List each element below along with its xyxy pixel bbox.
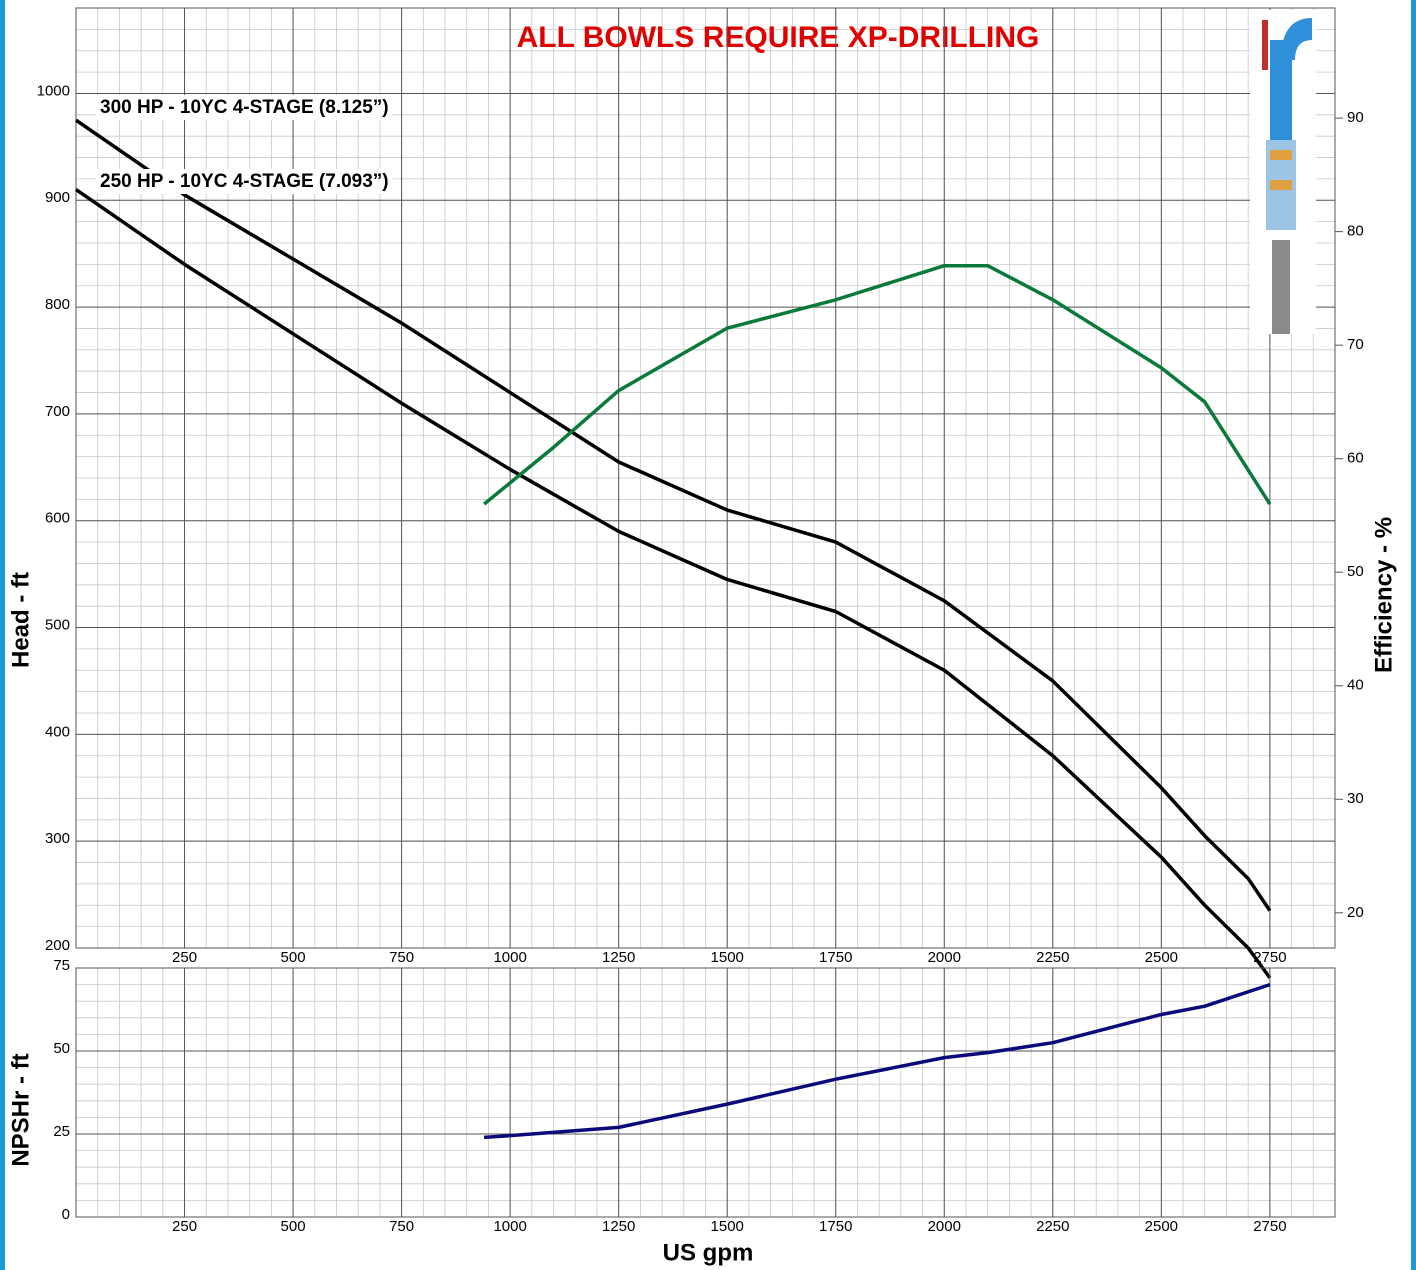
y-tick-label: 600 [45,510,70,527]
series-line [483,982,1271,1140]
y-tick-label: 700 [45,403,70,420]
curve-label: 250 HP - 10YC 4-STAGE (7.093”) [100,171,389,192]
y2-tick-label: 70 [1347,336,1364,353]
x-axis-title: US gpm [663,1239,754,1266]
label-background [96,169,393,195]
x-tick-label: 1500 [711,949,744,966]
x-tick-label: 2500 [1145,949,1178,966]
x-tick-label: 1000 [493,1218,526,1235]
y2-tick-label: 60 [1347,450,1364,467]
y-tick-label: 900 [45,189,70,206]
chart-title: ALL BOWLS REQUIRE XP-DRILLING [517,21,1040,54]
y-tick-label: 200 [45,937,70,954]
x-tick-label: 250 [172,1218,197,1235]
x-tick-label: 750 [389,949,414,966]
y-tick-label: 1000 [37,82,70,99]
x-tick-label: 2500 [1145,1218,1178,1235]
x-tick-label: 2000 [928,1218,961,1235]
x-tick-label: 1500 [711,1218,744,1235]
x-tick-label: 2250 [1036,949,1069,966]
series-line [482,263,1272,506]
x-tick-label: 2250 [1036,1218,1069,1235]
x-tick-label: 1000 [493,949,526,966]
x-tick-label: 500 [281,1218,306,1235]
x-tick-label: 1250 [602,1218,635,1235]
y-tick-label: 500 [45,617,70,634]
y-tick-label: 50 [53,1040,70,1057]
y-tick-label: 400 [45,723,70,740]
y-tick-label: 0 [62,1206,70,1223]
curve-label: 300 HP - 10YC 4-STAGE (8.125”) [100,97,389,118]
y2-tick-label: 50 [1347,563,1364,580]
x-tick-label: 1250 [602,949,635,966]
y-tick-label: 25 [53,1123,70,1140]
y-tick-label: 300 [45,830,70,847]
x-tick-label: 2750 [1253,949,1286,966]
pump-illustration [1250,10,1316,334]
x-tick-label: 1750 [819,1218,852,1235]
y-axis-title: NPSHr - ft [7,1053,34,1166]
y2-tick-label: 40 [1347,677,1364,694]
y-tick-label: 75 [53,957,70,974]
label-background [96,95,393,121]
x-tick-label: 1750 [819,949,852,966]
series-line [75,188,1272,979]
y2-axis-title: Efficiency - % [1370,517,1397,673]
x-tick-label: 2000 [928,949,961,966]
y2-tick-label: 90 [1347,109,1364,126]
y2-tick-label: 30 [1347,790,1364,807]
x-tick-label: 2750 [1253,1218,1286,1235]
background [5,0,1411,1270]
x-tick-label: 500 [281,949,306,966]
x-tick-label: 750 [389,1218,414,1235]
y2-tick-label: 20 [1347,904,1364,921]
series-line [75,118,1272,912]
y2-tick-label: 80 [1347,223,1364,240]
y-tick-label: 800 [45,296,70,313]
x-tick-label: 250 [172,949,197,966]
y-axis-title: Head - ft [7,572,34,668]
